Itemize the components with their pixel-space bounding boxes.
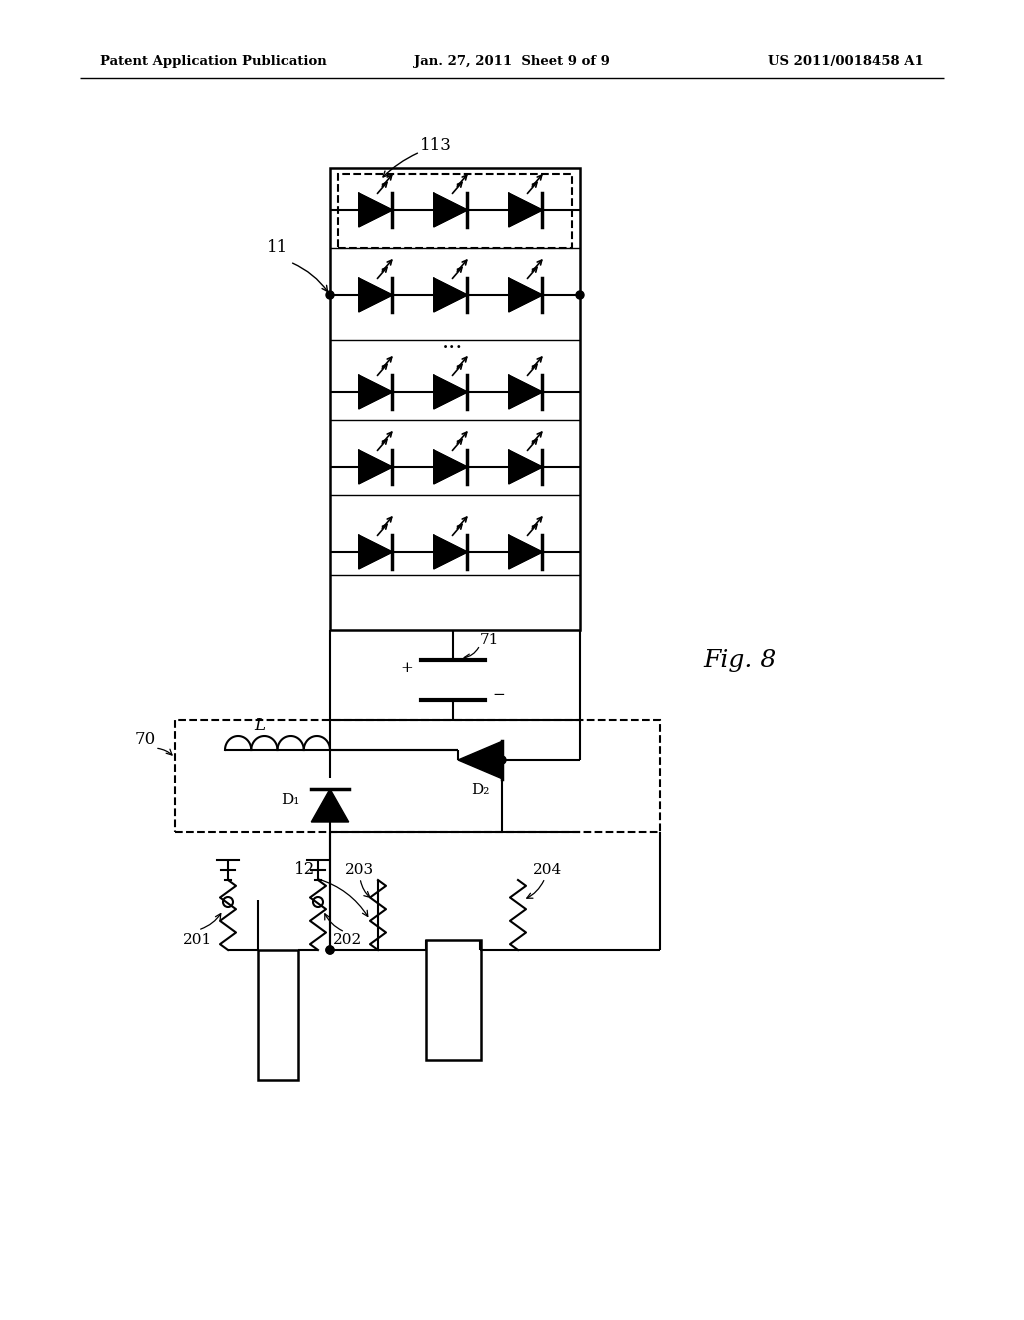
Polygon shape	[434, 193, 467, 227]
Polygon shape	[434, 375, 467, 409]
Polygon shape	[434, 535, 467, 569]
Text: L: L	[255, 717, 265, 734]
Text: 202: 202	[334, 933, 362, 946]
Text: D₂: D₂	[471, 783, 489, 797]
Polygon shape	[509, 279, 543, 312]
Circle shape	[326, 290, 334, 300]
Text: ...: ...	[442, 331, 464, 352]
Polygon shape	[358, 535, 392, 569]
Polygon shape	[358, 375, 392, 409]
Bar	[175, 719, 660, 832]
Circle shape	[575, 290, 584, 300]
Polygon shape	[358, 279, 392, 312]
Bar	[426, 940, 481, 1060]
Text: US 2011/0018458 A1: US 2011/0018458 A1	[768, 55, 924, 69]
Circle shape	[326, 946, 334, 954]
Bar	[330, 168, 580, 630]
Bar	[338, 174, 572, 248]
Polygon shape	[434, 450, 467, 484]
Text: Fig. 8: Fig. 8	[703, 648, 776, 672]
Text: 70: 70	[134, 731, 156, 748]
Text: 201: 201	[183, 933, 213, 946]
Polygon shape	[509, 450, 543, 484]
Text: Patent Application Publication: Patent Application Publication	[100, 55, 327, 69]
Circle shape	[498, 756, 506, 764]
Polygon shape	[358, 450, 392, 484]
Polygon shape	[358, 193, 392, 227]
Text: −: −	[493, 688, 506, 702]
Text: 203: 203	[345, 863, 375, 876]
Polygon shape	[509, 193, 543, 227]
Polygon shape	[509, 535, 543, 569]
Polygon shape	[509, 375, 543, 409]
Polygon shape	[458, 742, 502, 779]
Text: Jan. 27, 2011  Sheet 9 of 9: Jan. 27, 2011 Sheet 9 of 9	[414, 55, 610, 69]
Circle shape	[326, 946, 334, 954]
Polygon shape	[311, 789, 349, 822]
Text: 113: 113	[420, 136, 452, 153]
Text: 204: 204	[534, 863, 562, 876]
Bar	[258, 950, 298, 1080]
Polygon shape	[434, 279, 467, 312]
Text: 11: 11	[267, 239, 289, 256]
Text: +: +	[400, 661, 414, 675]
Text: 71: 71	[480, 634, 500, 647]
Text: 12: 12	[294, 862, 315, 879]
Text: D₁: D₁	[281, 793, 299, 807]
